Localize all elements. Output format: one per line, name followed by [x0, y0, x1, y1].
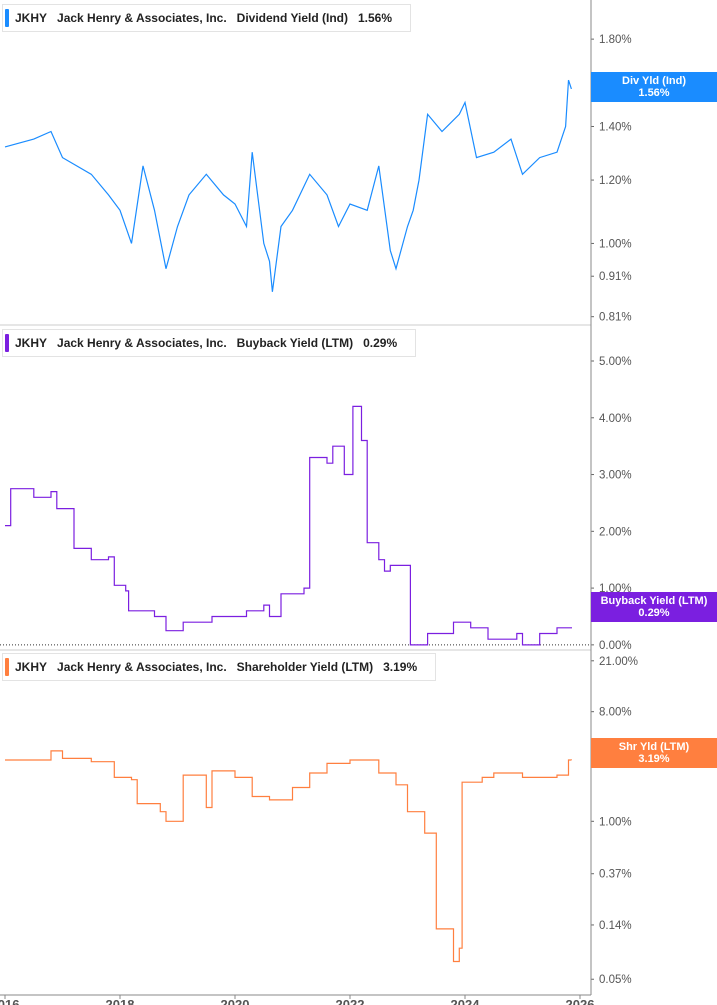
series-line — [4, 79, 572, 292]
legend-value: 3.19% — [383, 660, 418, 674]
tag-label: Div Yld (Ind) — [622, 75, 686, 87]
y-tick-label: 0.91% — [599, 271, 632, 283]
y-tick-label: 8.00% — [599, 707, 632, 719]
y-tick-label: 5.00% — [599, 356, 632, 368]
y-tick-label: 2.00% — [599, 526, 632, 538]
legend-shareholder-yield: JKHY Jack Henry & Associates, Inc. Share… — [2, 653, 437, 681]
tag-value: 0.29% — [638, 607, 670, 619]
x-tick-label: 2018 — [106, 997, 135, 1005]
legend-value: 0.29% — [363, 336, 398, 350]
legend-metric: Shareholder Yield (LTM) — [236, 660, 374, 674]
legend-ticker: JKHY — [15, 660, 48, 674]
x-tick-label: 2026 — [566, 997, 595, 1005]
y-tick-label: 1.20% — [599, 175, 632, 187]
tag-value: 1.56% — [638, 87, 670, 99]
tag-value: 3.19% — [638, 753, 670, 765]
legend-company: Jack Henry & Associates, Inc. — [57, 11, 227, 25]
current-value-tag-shareholder: Shr Yld (LTM) 3.19% — [591, 738, 717, 768]
y-tick-label: 1.00% — [599, 238, 632, 250]
y-tick-label: 0.00% — [599, 640, 632, 652]
y-tick-label: 21.00% — [599, 656, 638, 668]
legend-swatch — [5, 658, 9, 676]
x-tick-label: 2020 — [221, 997, 250, 1005]
legend-value: 1.56% — [358, 11, 393, 25]
current-value-tag-dividend: Div Yld (Ind) 1.56% — [591, 72, 717, 102]
legend-ticker: JKHY — [15, 336, 48, 350]
y-tick-label: 1.40% — [599, 121, 632, 133]
legend-company: Jack Henry & Associates, Inc. — [57, 660, 227, 674]
legend-metric: Buyback Yield (LTM) — [236, 336, 354, 350]
series-line — [5, 750, 572, 963]
series-line — [5, 405, 572, 646]
y-tick-label: 0.05% — [599, 974, 632, 986]
legend-ticker: JKHY — [15, 11, 48, 25]
x-tick-label: 2016 — [0, 997, 19, 1005]
legend-dividend-yield: JKHY Jack Henry & Associates, Inc. Divid… — [2, 4, 412, 32]
y-tick-label: 0.37% — [599, 869, 632, 881]
current-value-tag-buyback: Buyback Yield (LTM) 0.29% — [591, 592, 717, 622]
tag-label: Buyback Yield (LTM) — [600, 595, 708, 607]
legend-metric: Dividend Yield (Ind) — [236, 11, 348, 25]
legend-company: Jack Henry & Associates, Inc. — [57, 336, 227, 350]
y-tick-label: 4.00% — [599, 413, 632, 425]
x-tick-label: 2024 — [451, 997, 481, 1005]
legend-buyback-yield: JKHY Jack Henry & Associates, Inc. Buyba… — [2, 329, 417, 357]
y-tick-label: 1.00% — [599, 816, 632, 828]
y-tick-label: 0.81% — [599, 312, 632, 324]
y-tick-label: 0.14% — [599, 920, 632, 932]
tag-label: Shr Yld (LTM) — [618, 741, 690, 753]
y-tick-label: 1.80% — [599, 34, 632, 46]
y-tick-label: 3.00% — [599, 470, 632, 482]
legend-swatch — [5, 9, 9, 27]
legend-swatch — [5, 334, 9, 352]
x-tick-label: 2022 — [336, 997, 365, 1005]
